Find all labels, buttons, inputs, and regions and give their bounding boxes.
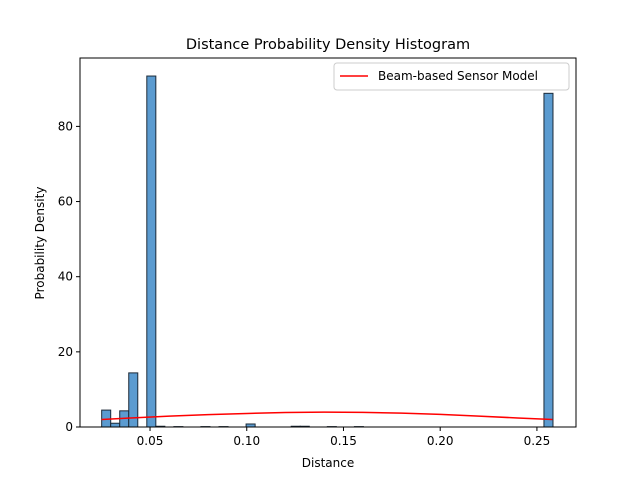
y-axis-label: Probability Density xyxy=(33,187,47,300)
histogram-bar xyxy=(128,372,139,428)
y-tick-label: 80 xyxy=(58,119,73,133)
y-axis-ticks: 0 20 40 60 80 xyxy=(58,119,80,434)
axes-frame xyxy=(79,57,577,428)
y-tick-label: 0 xyxy=(65,420,73,434)
histogram-bar xyxy=(543,92,554,428)
x-axis-label: Distance xyxy=(302,456,354,470)
x-axis-ticks: 0.05 0.10 0.15 0.20 0.25 xyxy=(137,427,551,448)
legend-box xyxy=(333,62,570,91)
histogram-bar xyxy=(146,75,157,428)
x-tick-label: 0.15 xyxy=(330,434,357,448)
x-tick-label: 0.05 xyxy=(137,434,164,448)
series-lines xyxy=(101,411,553,421)
y-tick-label: 60 xyxy=(58,195,73,209)
y-tick-label: 40 xyxy=(58,270,73,284)
legend-label: Beam-based Sensor Model xyxy=(378,69,538,83)
legend: Beam-based Sensor Model xyxy=(333,62,570,91)
x-tick-label: 0.25 xyxy=(524,434,551,448)
x-tick-label: 0.10 xyxy=(233,434,260,448)
x-tick-label: 0.20 xyxy=(427,434,454,448)
y-tick-label: 20 xyxy=(58,345,73,359)
series-line-beam-model xyxy=(101,411,553,421)
chart-title: Distance Probability Density Histogram xyxy=(186,37,470,53)
histogram-bar xyxy=(110,422,121,428)
